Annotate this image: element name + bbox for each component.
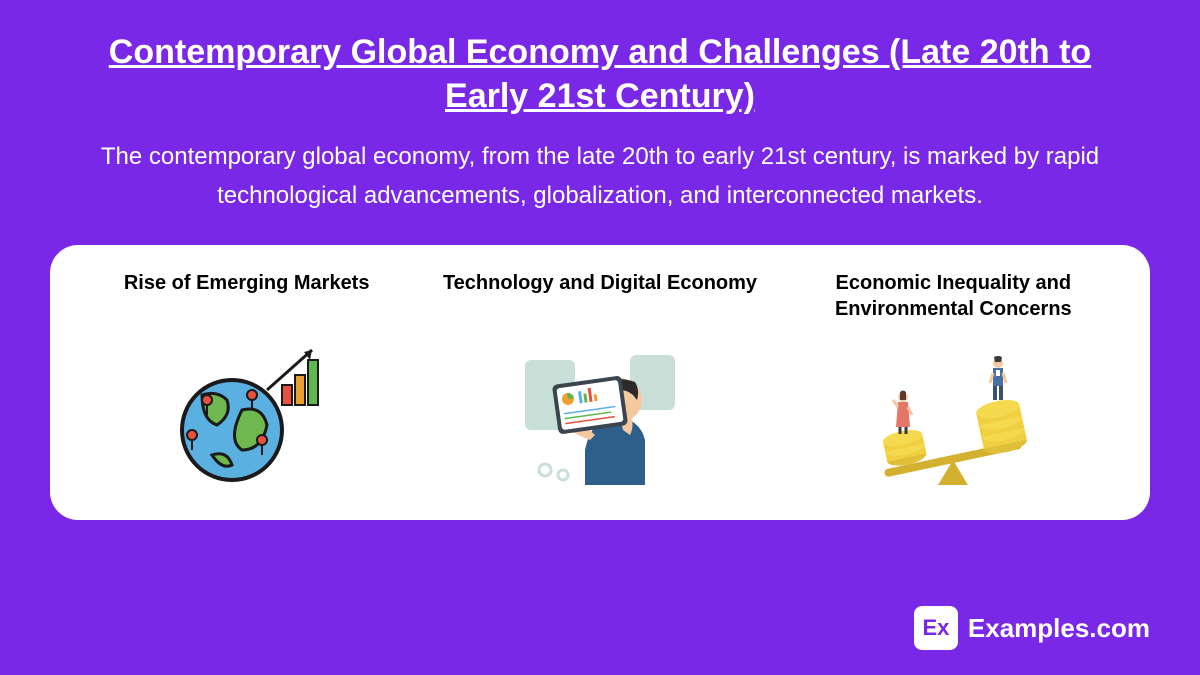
footer-brand: Ex Examples.com: [914, 606, 1150, 650]
page-description: The contemporary global economy, from th…: [75, 138, 1125, 215]
person-tablet-icon: [515, 340, 685, 490]
seesaw-coins-icon: [868, 340, 1038, 490]
brand-badge: Ex: [914, 606, 958, 650]
page-title: Contemporary Global Economy and Challeng…: [100, 30, 1100, 118]
card-emerging-markets: Rise of Emerging Markets: [80, 270, 413, 490]
card-title: Rise of Emerging Markets: [124, 270, 370, 325]
card-title: Technology and Digital Economy: [443, 270, 757, 325]
card-inequality: Economic Inequality and Environmental Co…: [787, 270, 1120, 490]
card-technology: Technology and Digital Economy: [433, 270, 766, 490]
card-title: Economic Inequality and Environmental Co…: [787, 270, 1120, 325]
brand-text: Examples.com: [968, 613, 1150, 644]
card-container: Rise of Emerging Markets: [50, 245, 1150, 520]
globe-chart-icon: [162, 340, 332, 490]
